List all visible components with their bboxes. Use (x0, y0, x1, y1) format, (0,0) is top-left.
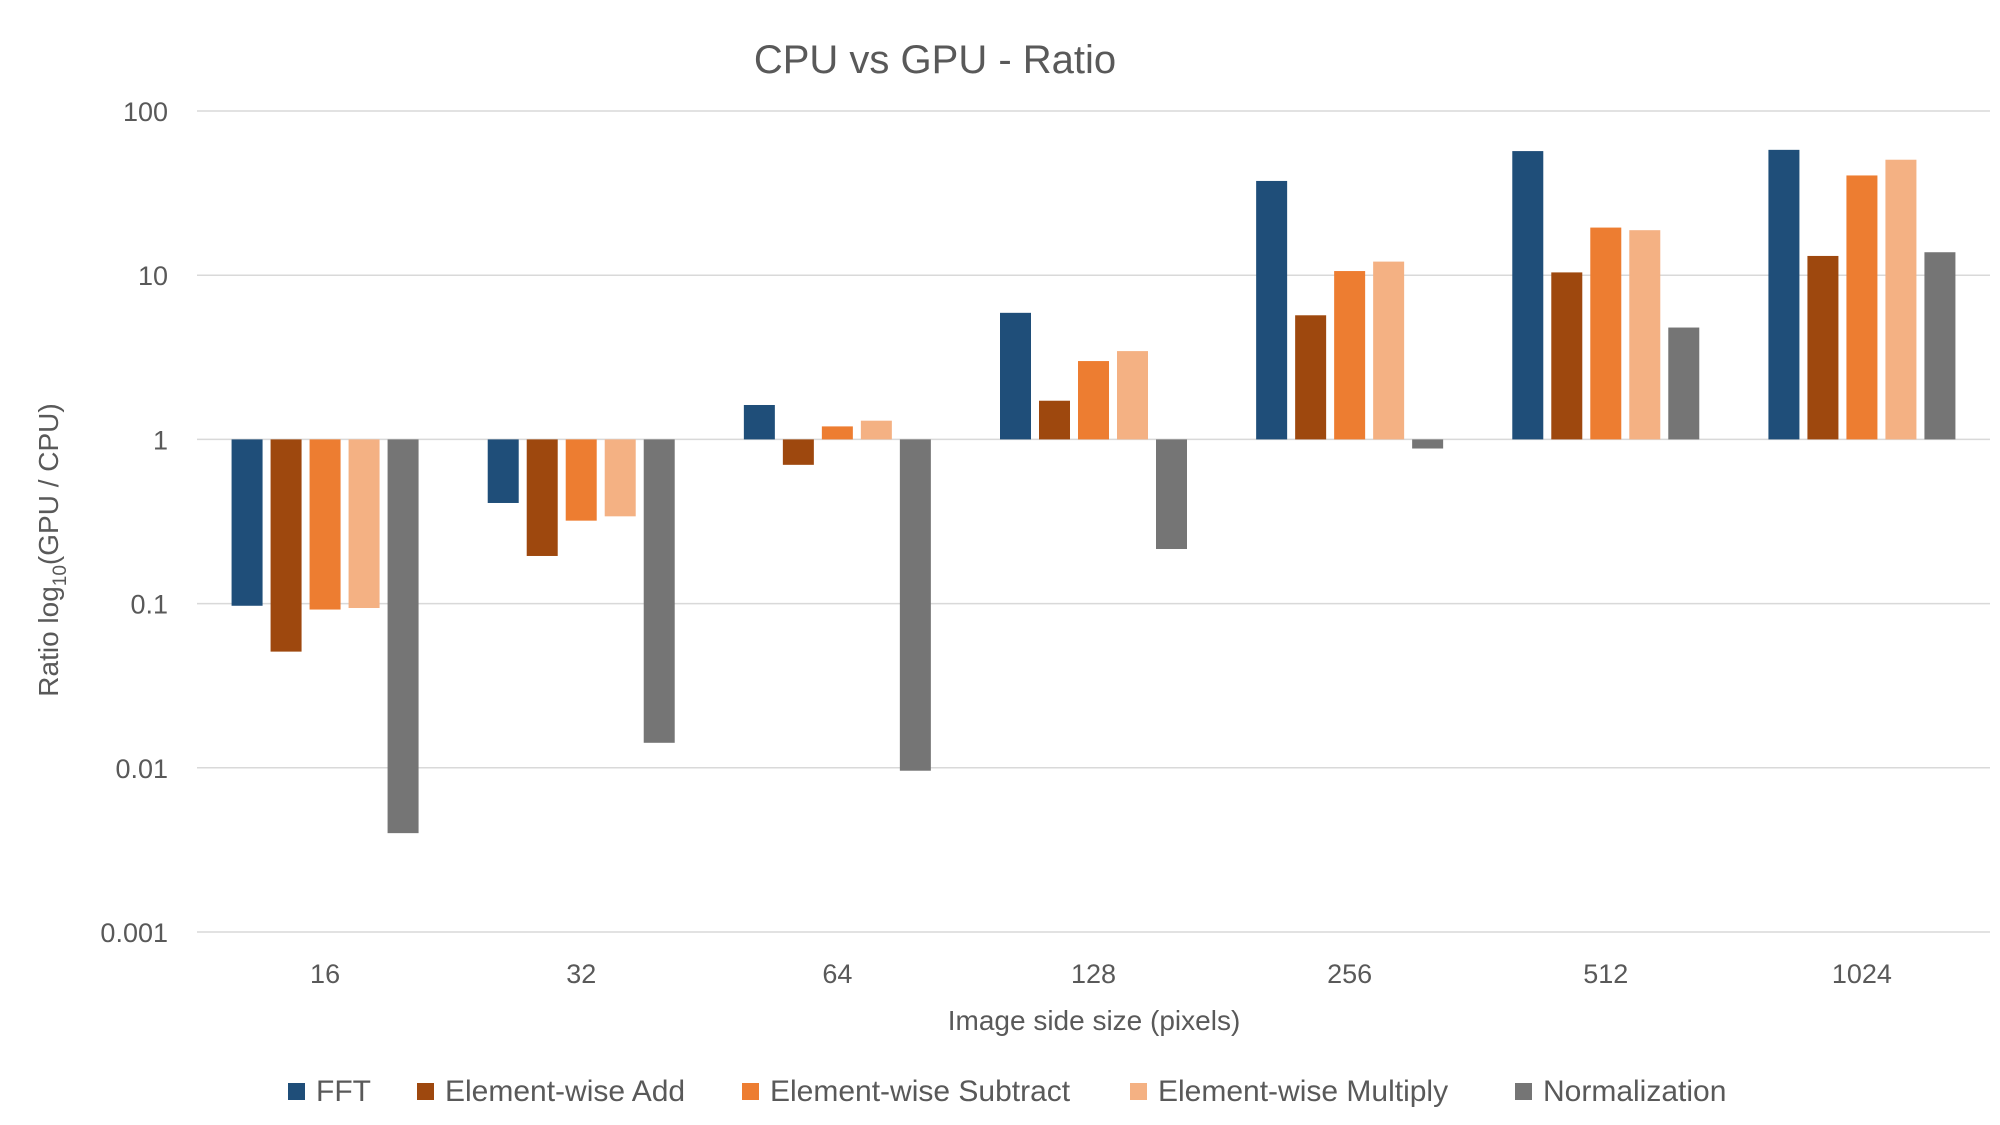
x-tick-label: 256 (1327, 959, 1372, 989)
legend-item: FFT (288, 1075, 371, 1108)
bar (1412, 439, 1444, 449)
bar (1117, 351, 1148, 440)
bar (1334, 271, 1366, 440)
gridlines (197, 110, 1990, 933)
chart-title: CPU vs GPU - Ratio (754, 38, 1116, 82)
y-axis-label: Ratio log10(GPU / CPU) (33, 403, 71, 696)
bar (821, 426, 853, 440)
y-tick-label: 100 (123, 97, 168, 127)
x-tick-label: 32 (566, 959, 596, 989)
legend: FFT Element-wise Add Element-wise Subtract… (288, 1075, 1726, 1108)
bar (309, 439, 341, 610)
bar (1590, 227, 1622, 440)
bar (1039, 400, 1070, 440)
legend-swatch (742, 1083, 759, 1100)
bar (604, 439, 636, 517)
legend-label: Normalization (1543, 1075, 1726, 1108)
bar (270, 439, 302, 652)
bar (1512, 151, 1544, 440)
bar (860, 420, 892, 440)
bars (231, 149, 1956, 834)
legend-label: Element-wise Add (445, 1075, 685, 1108)
bar (1668, 327, 1700, 440)
legend-label: Element-wise Subtract (770, 1075, 1071, 1108)
legend-item: Element-wise Multiply (1130, 1075, 1448, 1108)
bar (643, 439, 675, 743)
bar (1885, 159, 1917, 440)
legend-swatch (417, 1083, 434, 1100)
bar (1373, 261, 1405, 440)
x-tick-label: 512 (1583, 959, 1628, 989)
bar (1924, 252, 1956, 440)
x-axis-ticks: 16 32 64 128 256 512 1024 (310, 959, 1892, 989)
bar (1256, 180, 1288, 440)
y-axis-label-tail: (GPU / CPU) (33, 403, 64, 565)
bar (1078, 361, 1109, 440)
y-axis-ticks: 0.001 0.01 0.1 1 10 100 (100, 97, 168, 948)
x-tick-label: 16 (310, 959, 340, 989)
bar (1000, 312, 1031, 440)
bar (526, 439, 558, 556)
x-tick-label: 1024 (1832, 959, 1892, 989)
bar (1295, 315, 1327, 440)
legend-item: Element-wise Add (417, 1075, 685, 1108)
y-tick-label: 1 (153, 425, 168, 455)
bar (1846, 175, 1878, 440)
bar (565, 439, 597, 521)
y-tick-label: 0.01 (115, 754, 168, 784)
legend-swatch (1515, 1083, 1532, 1100)
bar (1551, 272, 1583, 440)
y-axis-label-main: Ratio log (33, 586, 64, 697)
bar (1629, 230, 1661, 440)
y-tick-label: 0.1 (130, 590, 168, 620)
y-tick-label: 0.001 (100, 918, 168, 948)
bar (782, 439, 814, 465)
bar (348, 439, 380, 609)
legend-item: Normalization (1515, 1075, 1726, 1108)
legend-item: Element-wise Subtract (742, 1075, 1071, 1108)
legend-label: Element-wise Multiply (1158, 1075, 1448, 1108)
x-tick-label: 64 (822, 959, 852, 989)
x-axis-label: Image side size (pixels) (948, 1005, 1241, 1036)
x-tick-label: 128 (1071, 959, 1116, 989)
y-axis-label-subscript: 10 (50, 565, 71, 586)
bar (387, 439, 419, 834)
bar (899, 439, 931, 771)
bar (1768, 149, 1800, 440)
legend-swatch (288, 1083, 305, 1100)
legend-swatch (1130, 1083, 1147, 1100)
bar (487, 439, 519, 503)
bar (231, 439, 263, 606)
y-tick-label: 10 (138, 261, 168, 291)
bar (1807, 255, 1839, 440)
bar (1156, 439, 1187, 550)
bar (743, 404, 775, 440)
legend-label: FFT (316, 1075, 371, 1108)
